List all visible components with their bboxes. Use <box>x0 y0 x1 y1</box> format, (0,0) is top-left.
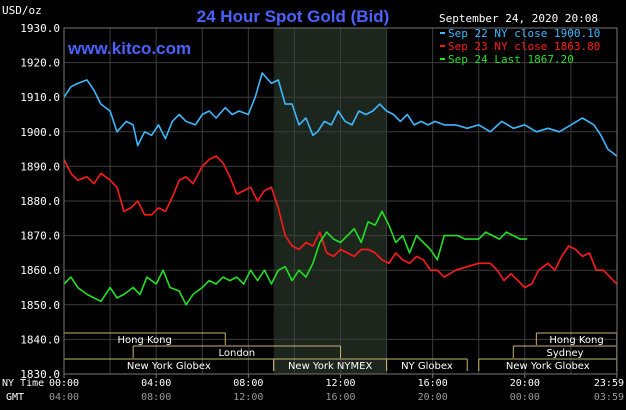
x-tick-label-gmt: 08:00 <box>141 392 171 403</box>
x-tick-label-ny: 12:00 <box>325 378 355 389</box>
legend-swatch <box>440 58 445 60</box>
legend-swatch <box>440 32 445 34</box>
legend-label: Sep 22 NY close 1900.10 <box>448 27 600 40</box>
gridlines <box>64 27 617 375</box>
ny-time-label: NY Time <box>2 378 44 389</box>
x-tick-label-ny: 16:00 <box>418 378 448 389</box>
session-bar: NY Globex <box>386 358 468 372</box>
legend-item: Sep 23 NY close 1863.80 <box>440 40 600 53</box>
unit-label: USD/oz <box>2 4 42 17</box>
y-tick-label: 1840.0 <box>20 333 60 346</box>
legend-label: Sep 23 NY close 1863.80 <box>448 40 600 53</box>
series-line-1 <box>63 72 618 157</box>
chart-title: 24 Hour Spot Gold (Bid) <box>197 7 390 26</box>
session-bar: London <box>132 345 341 359</box>
session-label: Hong Kong <box>549 335 603 346</box>
session-label: Sydney <box>547 348 584 359</box>
x-tick-label-gmt: 04:00 <box>49 392 79 403</box>
series-line-2 <box>63 155 618 289</box>
y-tick-label: 1900.0 <box>20 126 60 139</box>
y-tick-label: 1850.0 <box>20 299 60 312</box>
trading-sessions: Hong Kong London New York Globex New York N… <box>63 332 618 372</box>
x-tick-label-gmt: 12:00 <box>233 392 263 403</box>
y-tick-label: 1880.0 <box>20 195 60 208</box>
legend-label: Sep 24 Last 1867.20 <box>448 53 574 66</box>
site-watermark: www.kitco.com <box>67 39 191 58</box>
y-tick-label: 1930.0 <box>20 22 60 35</box>
timestamp: September 24, 2020 20:08 <box>439 12 598 25</box>
x-tick-label-ny: 04:00 <box>141 378 171 389</box>
y-tick-label: 1910.0 <box>20 91 60 104</box>
x-tick-label-ny: 23:59 <box>594 378 624 389</box>
x-tick-label-gmt: 00:00 <box>510 392 540 403</box>
price-series <box>63 72 618 306</box>
y-tick-label: 1860.0 <box>20 264 60 277</box>
y-tick-label: 1890.0 <box>20 160 60 173</box>
x-tick-label-gmt: 16:00 <box>325 392 355 403</box>
y-tick-label: 1870.0 <box>20 230 60 243</box>
gmt-label: GMT <box>6 392 24 403</box>
x-tick-label-gmt: 03:59 <box>594 392 624 403</box>
session-label: London <box>218 348 255 359</box>
y-tick-label: 1830.0 <box>20 368 60 381</box>
legend-item: Sep 22 NY close 1900.10 <box>440 27 600 40</box>
x-axis-ticks: 00:00 04:00 04:00 08:00 08:00 12:00 12:00 16:00… <box>49 374 624 403</box>
legend-swatch <box>440 45 445 47</box>
y-tick-label: 1920.0 <box>20 57 60 70</box>
y-axis-ticks: 1930.0 1920.0 1910.0 1900.0 1890.0 1880.0 1870… <box>20 22 60 381</box>
x-tick-label-ny: 20:00 <box>510 378 540 389</box>
session-label: NY Globex <box>401 361 453 372</box>
x-tick-label-gmt: 20:00 <box>418 392 448 403</box>
legend-item: Sep 24 Last 1867.20 <box>440 53 574 66</box>
session-bar: New York NYMEX <box>273 358 388 372</box>
series-line-3 <box>63 210 528 306</box>
session-label: Hong Kong <box>117 335 171 346</box>
x-tick-label-ny: 08:00 <box>233 378 263 389</box>
session-label: New York Globex <box>127 361 211 372</box>
x-tick-label-ny: 00:00 <box>49 378 79 389</box>
session-label: New York NYMEX <box>288 361 373 372</box>
session-label: New York Globex <box>506 361 590 372</box>
